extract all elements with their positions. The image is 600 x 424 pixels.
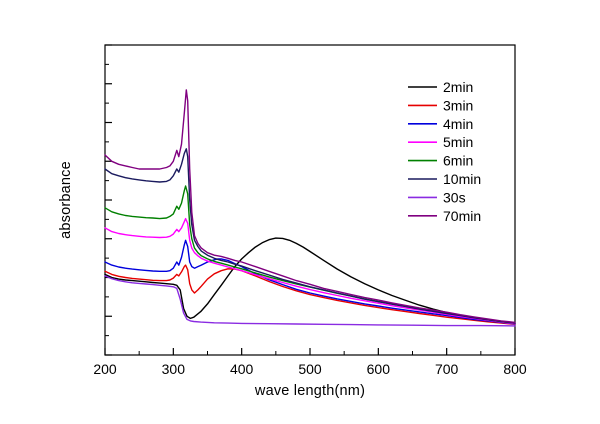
x-tick-label: 300: [162, 361, 186, 377]
x-tick-label: 500: [298, 361, 322, 377]
x-tick-label: 400: [230, 361, 254, 377]
x-axis-label: wave length(nm): [254, 383, 366, 399]
legend-label-4min: 4min: [443, 116, 473, 132]
series-line-10min: [104, 148, 516, 324]
x-tick-label: 700: [435, 361, 459, 377]
series-line-30s: [104, 275, 516, 327]
series-line-70min: [104, 89, 516, 324]
series-line-2min: [104, 237, 516, 325]
y-axis-label: absorbance: [58, 161, 74, 239]
x-tick-label: 800: [503, 361, 527, 377]
legend-label-10min: 10min: [443, 171, 481, 187]
legend-label-70min: 70min: [443, 208, 481, 224]
legend-label-5min: 5min: [443, 134, 473, 150]
series-line-4min: [104, 239, 516, 325]
series-line-3min: [104, 264, 516, 325]
series-line-5min: [104, 217, 516, 325]
legend-label-3min: 3min: [443, 97, 473, 113]
x-tick-label: 600: [367, 361, 391, 377]
legend-label-2min: 2min: [443, 79, 473, 95]
legend-label-6min: 6min: [443, 153, 473, 169]
x-tick-label: 200: [93, 361, 117, 377]
legend-label-30s: 30s: [443, 189, 466, 205]
series-line-6min: [104, 185, 516, 324]
